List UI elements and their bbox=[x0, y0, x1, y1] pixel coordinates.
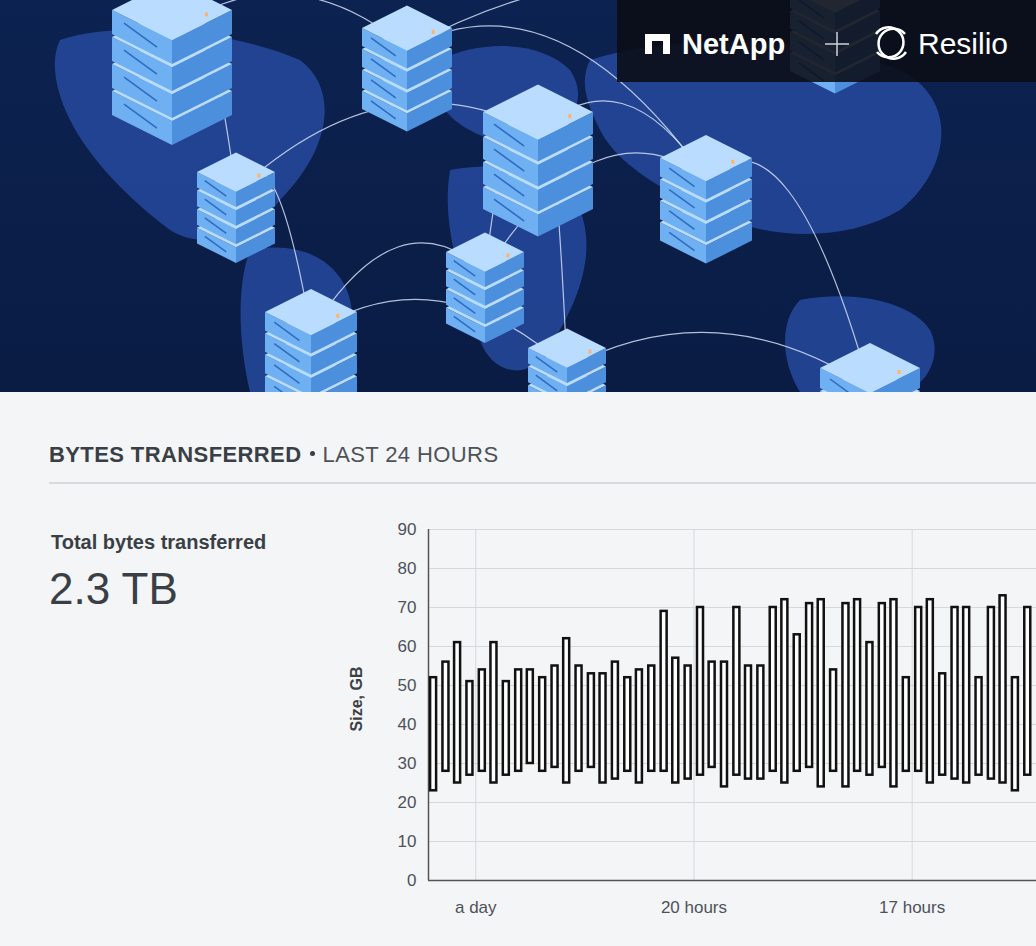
svg-text:60: 60 bbox=[398, 637, 417, 656]
svg-text:90: 90 bbox=[398, 520, 417, 539]
svg-text:10: 10 bbox=[398, 832, 417, 851]
html-text:BYTES TRANSFERRED: BYTES TRANSFERRED bbox=[49, 442, 302, 467]
html-text:Total bytes transferred: Total bytes transferred bbox=[51, 531, 267, 553]
svg-text:20: 20 bbox=[398, 793, 417, 812]
svg-text:17 hours: 17 hours bbox=[879, 898, 945, 917]
html-text:2.3 TB: 2.3 TB bbox=[49, 564, 178, 613]
svg-text:Resilio: Resilio bbox=[918, 27, 1008, 60]
html-text:Size, GB: Size, GB bbox=[348, 666, 365, 732]
svg-text:a day: a day bbox=[455, 898, 497, 917]
svg-text:80: 80 bbox=[398, 559, 417, 578]
svg-text:0: 0 bbox=[407, 871, 416, 890]
svg-text:50: 50 bbox=[398, 676, 417, 695]
svg-text:70: 70 bbox=[398, 598, 417, 617]
svg-text:30: 30 bbox=[398, 754, 417, 773]
svg-text:20 hours: 20 hours bbox=[661, 898, 727, 917]
html-text:LAST 24 HOURS: LAST 24 HOURS bbox=[322, 442, 499, 467]
svg-text:NetApp: NetApp bbox=[682, 28, 785, 60]
svg-text:40: 40 bbox=[398, 715, 417, 734]
